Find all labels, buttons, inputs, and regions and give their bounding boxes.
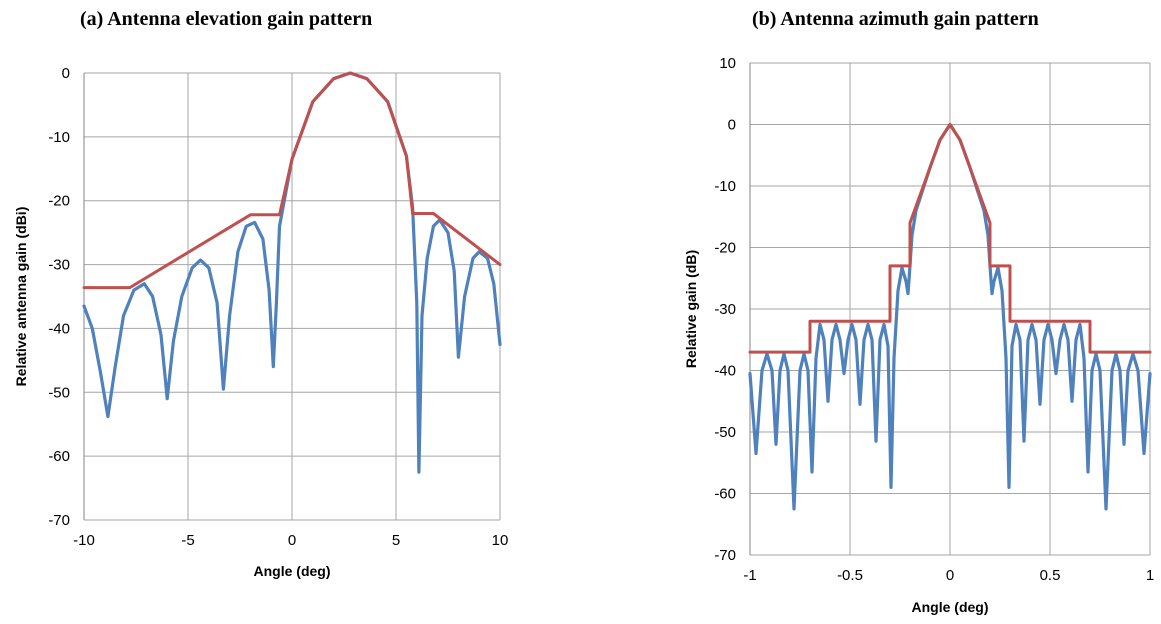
x-tick-label: -0.5 — [837, 567, 863, 584]
x-tick-label: -5 — [181, 532, 194, 549]
y-tick-label: -70 — [714, 547, 736, 564]
x-tick-label: 10 — [492, 532, 509, 549]
x-tick-label: 0 — [288, 532, 296, 549]
gridlines — [83, 72, 501, 521]
gain-pattern-line — [82, 71, 502, 474]
x-tick-label: 5 — [392, 532, 400, 549]
y-tick-label: -60 — [714, 486, 736, 503]
y-axis-label: Relative antenna gain (dBi) — [13, 207, 29, 387]
x-axis-label: Angle (deg) — [912, 599, 989, 615]
y-tick-label: 0 — [728, 117, 736, 134]
y-tick-label: -40 — [48, 320, 70, 337]
chart-a-title: (a) Antenna elevation gain pattern — [80, 8, 373, 30]
x-tick-label: 0.5 — [1040, 567, 1061, 584]
chart-b-title: (b) Antenna azimuth gain pattern — [752, 8, 1039, 30]
y-tick-label: -70 — [48, 512, 70, 529]
y-tick-label: -10 — [48, 129, 70, 146]
mask-envelope-line — [82, 71, 502, 290]
y-tick-label: -40 — [714, 363, 736, 380]
gridlines — [749, 62, 1151, 556]
x-tick-label: -1 — [743, 567, 756, 584]
y-tick-label: -30 — [714, 301, 736, 318]
y-tick-label: -50 — [714, 424, 736, 441]
y-tick-label: -30 — [48, 257, 70, 274]
y-tick-label: -20 — [714, 240, 736, 257]
y-tick-label: 10 — [719, 55, 736, 72]
y-tick-label: -60 — [48, 448, 70, 465]
x-tick-label: 1 — [1146, 567, 1154, 584]
mask-envelope-line — [748, 123, 1152, 354]
x-tick-label: -10 — [73, 532, 95, 549]
y-tick-label: -50 — [48, 384, 70, 401]
y-tick-label: 0 — [62, 65, 70, 82]
y-axis-label: Relative gain (dB) — [683, 250, 699, 368]
y-tick-label: -20 — [48, 193, 70, 210]
y-tick-label: -10 — [714, 178, 736, 195]
x-tick-label: 0 — [946, 567, 954, 584]
x-axis-label: Angle (deg) — [254, 563, 331, 579]
